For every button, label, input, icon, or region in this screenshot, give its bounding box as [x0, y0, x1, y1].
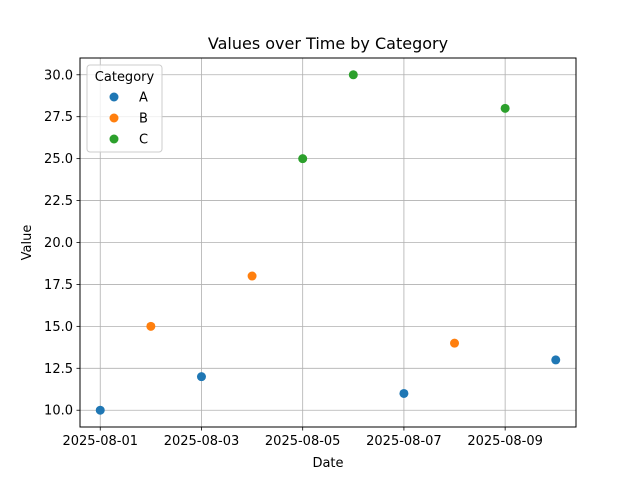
- legend: Category ABC: [86, 64, 163, 153]
- x-axis-label: Date: [312, 456, 343, 471]
- legend-label-c: C: [139, 133, 148, 148]
- y-tick-label: 15.0: [44, 320, 73, 335]
- y-tick-label: 20.0: [44, 236, 73, 251]
- y-tick-label: 22.5: [44, 194, 73, 209]
- y-tick-label: 25.0: [44, 152, 73, 167]
- x-tick-label: 2025-08-05: [265, 434, 341, 449]
- legend-marker-a: [109, 92, 119, 102]
- y-tick-label: 12.5: [44, 362, 73, 377]
- legend-marker-b: [109, 113, 119, 123]
- data-point-b: [247, 271, 257, 281]
- y-axis-label: Value: [20, 225, 35, 261]
- data-points: [95, 70, 561, 415]
- data-point-a: [95, 405, 105, 415]
- data-point-b: [146, 321, 156, 331]
- x-tick-label: 2025-08-07: [366, 434, 442, 449]
- chart-title: Values over Time by Category: [208, 34, 448, 53]
- y-tick-label: 17.5: [44, 278, 73, 293]
- data-point-c: [298, 154, 308, 164]
- y-tick-label: 27.5: [44, 110, 73, 125]
- legend-label-a: A: [139, 91, 148, 106]
- data-point-a: [551, 355, 561, 365]
- x-tick-label: 2025-08-03: [164, 434, 240, 449]
- y-tick-label: 30.0: [44, 68, 73, 83]
- x-tick-label: 2025-08-09: [467, 434, 543, 449]
- legend-marker-c: [109, 134, 119, 144]
- data-point-b: [450, 338, 460, 348]
- grid-lines: [80, 58, 576, 427]
- legend-box: [86, 64, 163, 153]
- legend-title: Category: [95, 70, 155, 85]
- data-point-a: [196, 372, 206, 382]
- x-tick-label: 2025-08-01: [62, 434, 138, 449]
- data-point-c: [348, 70, 358, 80]
- legend-label-b: B: [139, 112, 148, 127]
- x-axis: 2025-08-01 2025-08-03 2025-08-05 2025-08-07…: [62, 427, 543, 449]
- y-tick-label: 10.0: [44, 404, 73, 419]
- data-point-c: [500, 103, 510, 113]
- y-axis: 10.0 12.5 15.0 17.5 20.0 22.5 25.0 27.5 30.0: [44, 68, 80, 419]
- data-point-a: [399, 388, 409, 398]
